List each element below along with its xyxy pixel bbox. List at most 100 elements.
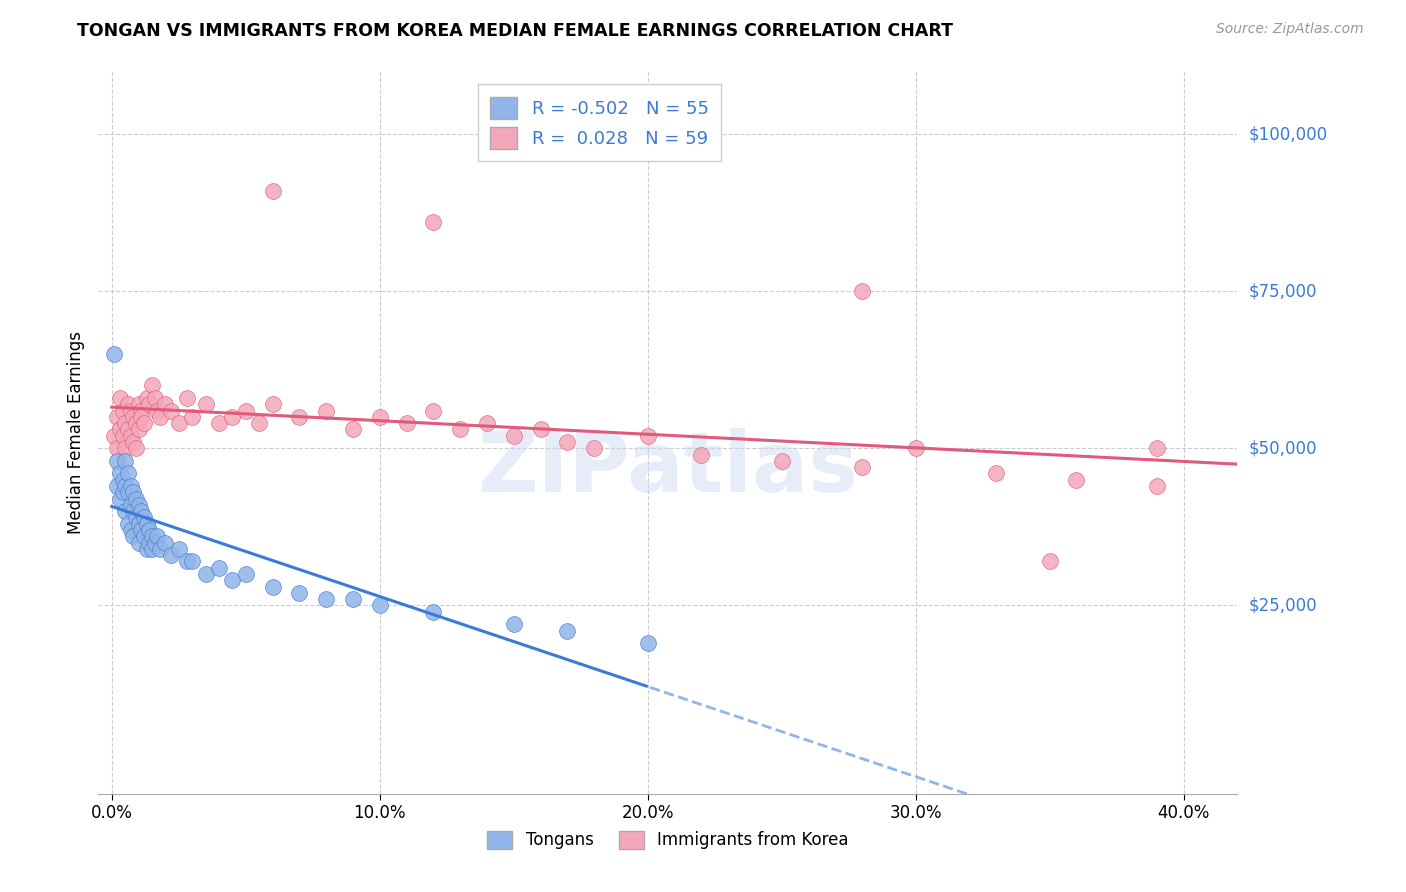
Point	[851, 285, 873, 299]
Point	[557, 624, 579, 638]
Point	[449, 422, 471, 436]
Point	[141, 541, 163, 556]
Point	[114, 454, 136, 468]
Text: $75,000: $75,000	[1249, 282, 1317, 301]
Point	[529, 422, 551, 436]
Point	[262, 184, 284, 198]
Point	[149, 409, 172, 424]
Point	[125, 416, 148, 430]
Point	[120, 479, 142, 493]
Legend: Tongans, Immigrants from Korea: Tongans, Immigrants from Korea	[479, 822, 856, 858]
Point	[111, 403, 134, 417]
Point	[176, 391, 198, 405]
Point	[146, 529, 169, 543]
Point	[502, 617, 524, 632]
Point	[132, 529, 155, 543]
Point	[125, 442, 148, 456]
Point	[108, 391, 131, 405]
Point	[141, 378, 163, 392]
Point	[851, 460, 873, 475]
Point	[129, 409, 152, 424]
Point	[143, 535, 166, 549]
Point	[114, 442, 136, 456]
Point	[117, 422, 139, 436]
Point	[208, 560, 231, 574]
Point	[342, 592, 364, 607]
Point	[167, 541, 190, 556]
Text: $25,000: $25,000	[1249, 597, 1317, 615]
Point	[129, 523, 152, 537]
Point	[128, 422, 150, 436]
Point	[1146, 442, 1168, 456]
Point	[690, 448, 713, 462]
Point	[262, 580, 284, 594]
Point	[108, 467, 131, 481]
Text: TONGAN VS IMMIGRANTS FROM KOREA MEDIAN FEMALE EARNINGS CORRELATION CHART: TONGAN VS IMMIGRANTS FROM KOREA MEDIAN F…	[77, 22, 953, 40]
Point	[120, 523, 142, 537]
Point	[159, 403, 181, 417]
Point	[315, 403, 337, 417]
Point	[1146, 479, 1168, 493]
Point	[108, 422, 131, 436]
Point	[114, 416, 136, 430]
Point	[138, 523, 160, 537]
Point	[122, 435, 145, 450]
Point	[117, 516, 139, 531]
Point	[117, 397, 139, 411]
Point	[105, 479, 128, 493]
Point	[235, 566, 257, 581]
Point	[208, 416, 231, 430]
Point	[288, 409, 311, 424]
Point	[221, 409, 243, 424]
Point	[132, 416, 155, 430]
Point	[422, 403, 444, 417]
Point	[125, 510, 148, 524]
Point	[583, 442, 606, 456]
Point	[138, 397, 160, 411]
Point	[155, 397, 177, 411]
Y-axis label: Median Female Earnings: Median Female Earnings	[66, 331, 84, 534]
Point	[138, 535, 160, 549]
Point	[235, 403, 257, 417]
Point	[143, 391, 166, 405]
Point	[125, 491, 148, 506]
Point	[128, 397, 150, 411]
Point	[262, 397, 284, 411]
Point	[288, 586, 311, 600]
Point	[502, 429, 524, 443]
Point	[105, 454, 128, 468]
Point	[128, 516, 150, 531]
Point	[395, 416, 418, 430]
Point	[108, 491, 131, 506]
Point	[122, 504, 145, 518]
Point	[129, 403, 152, 417]
Point	[105, 442, 128, 456]
Point	[141, 529, 163, 543]
Point	[247, 416, 270, 430]
Point	[120, 403, 142, 417]
Text: ZIPatlas: ZIPatlas	[478, 428, 858, 509]
Point	[176, 554, 198, 568]
Point	[368, 599, 391, 613]
Point	[117, 467, 139, 481]
Point	[111, 429, 134, 443]
Point	[221, 574, 243, 588]
Point	[117, 485, 139, 500]
Point	[146, 403, 169, 417]
Point	[422, 215, 444, 229]
Point	[135, 541, 157, 556]
Point	[342, 422, 364, 436]
Point	[1039, 554, 1062, 568]
Point	[122, 529, 145, 543]
Point	[128, 535, 150, 549]
Point	[167, 416, 190, 430]
Point	[103, 429, 125, 443]
Point	[315, 592, 337, 607]
Point	[770, 454, 793, 468]
Point	[103, 347, 125, 361]
Point	[135, 516, 157, 531]
Point	[128, 498, 150, 512]
Point	[120, 429, 142, 443]
Point	[132, 510, 155, 524]
Point	[984, 467, 1007, 481]
